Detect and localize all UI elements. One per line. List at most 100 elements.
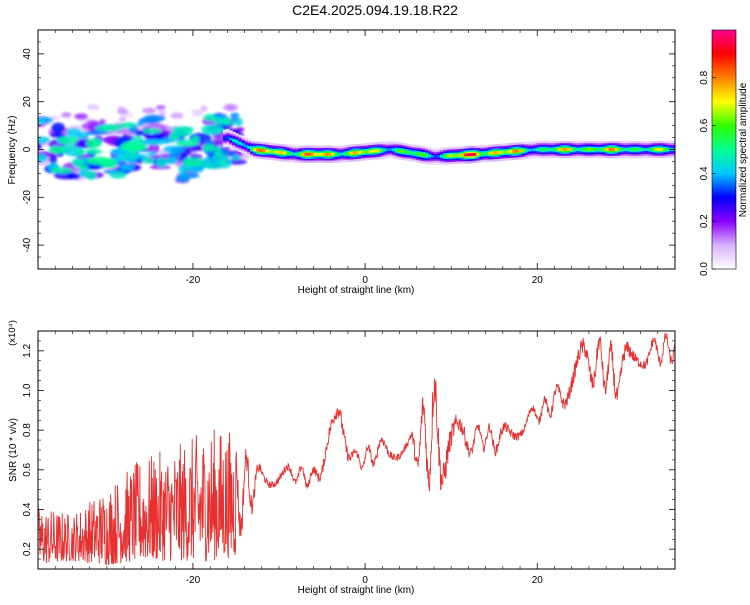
spectrogram-cell [226,136,230,140]
spectrogram-cell [292,152,296,156]
spectrogram-cell [316,152,321,156]
spectrogram-cell [203,113,217,122]
spectrogram-cell [256,148,260,152]
colorbar-gradient [711,29,737,270]
spectrogram-cell [581,148,586,151]
spectrogram-cell [71,158,84,168]
spectrogram-cell [424,153,429,157]
spectrogram-cell [238,141,242,145]
spectrogram-y-tick-label: 40 [22,48,33,60]
spectrogram-cell [497,151,501,154]
spectrogram-cell [38,142,42,150]
spectrogram-y-axis-label: Frequency (Hz) [7,116,18,185]
spectrogram-cell [548,148,553,151]
spectrogram-panel: -20 0 20 -40 -20 0 20 40 Height of straight lin… [7,29,676,296]
spectrogram-cell [38,153,48,163]
snr-y-axis-label: SNR (10 * v/v) [8,418,19,482]
spectrogram-x-axis-label: Height of straight line (km) [298,285,415,296]
spectrogram-cell [614,148,619,151]
spectrogram-cell [364,150,369,154]
spectrogram-cell [617,148,622,151]
spectrogram-cell [611,148,616,151]
snr-x-tick-label: -20 [186,575,201,586]
spectrogram-x-tick-label: 0 [362,275,368,286]
spectrogram-cell [503,150,507,154]
spectrogram-cell [38,118,45,125]
colorbar-ticks: 0.0 0.2 0.4 0.6 0.8 [699,70,716,276]
spectrogram-cell [397,149,402,153]
spectrogram-cell [143,114,166,123]
snr-series-line [38,332,675,566]
spectrogram-cell [132,143,148,151]
spectrogram-cell [590,148,595,151]
spectrogram-cell [644,148,649,151]
spectrogram-cell [337,152,342,156]
spectrogram-cell [656,148,661,151]
spectrogram-cell [162,145,185,154]
spectrogram-cell [346,152,351,155]
spectrogram-cell [262,149,266,153]
spectrogram-cell [67,173,81,180]
spectrogram-cell [50,167,74,174]
spectrogram-cell [482,152,486,156]
spectrogram-cell [232,139,236,142]
spectrogram-cell [458,153,462,157]
spectrogram-cell [506,150,510,154]
spectrogram-cell [118,117,126,122]
spectrogram-cell [253,148,257,152]
spectrogram-cell [173,126,193,137]
spectrogram-cell [268,149,272,153]
spectrogram-cell [191,135,200,143]
spectrogram-cell [382,148,387,152]
spectrogram-cell [74,113,88,119]
spectrogram-cell [340,152,345,156]
spectrogram-cell [488,151,492,155]
spectrogram-cell [427,154,432,158]
spectrogram-cell [229,137,233,141]
spectrogram-cell [319,152,324,156]
spectrogram-y-tick-label: 0 [22,146,33,152]
spectrogram-cell [304,152,309,156]
snr-y-tick-label: 0.8 [22,423,33,437]
snr-x-tick-label: 0 [362,575,368,586]
spectrogram-cell [358,150,363,154]
spectrogram-cell [295,152,299,156]
spectrogram-y-tick-label: -40 [22,237,33,252]
spectrogram-cell [542,148,547,151]
spectrogram-cell [247,145,251,149]
spectrogram-cell [343,152,348,156]
spectrogram-cell [379,148,384,152]
spectrogram-cell [479,152,483,156]
spectrogram-cell [527,148,531,152]
spectrogram-cell [518,149,522,153]
spectrogram-cell [539,148,544,151]
spectrogram-cell [400,149,405,153]
spectrogram-cell [578,148,583,151]
spectrogram-cell [430,154,435,158]
spectrogram-cell [635,148,640,151]
spectrogram-cell [560,148,565,151]
spectrogram-cell [86,104,100,111]
snr-y-multiplier: (x10⁴) [7,320,18,346]
spectrogram-x-tick-label: 20 [532,275,544,286]
spectrogram-cell [355,151,360,155]
spectrogram-cell [244,144,248,148]
chart-title: C2E4.2025.094.19.18.R22 [292,2,458,18]
spectrogram-cell [500,150,504,154]
spectrogram-cell [403,150,408,154]
snr-x-axis-label: Height of straight line (km) [298,585,415,596]
spectrogram-cell [310,152,315,156]
spectrogram-cell [452,154,456,158]
spectrogram-cell [146,139,166,146]
spectrogram-cell [136,121,145,127]
snr-axes: -20 0 20 0.2 0.4 0.6 0.8 1.0 1.2 [22,330,676,586]
spectrogram-cell [485,152,489,155]
spectrogram-cell [156,157,168,168]
spectrogram-cell [461,153,465,157]
spectrogram-cell [271,150,275,154]
spectrogram-cell [298,152,303,156]
spectrogram-cell [376,149,381,153]
spectrogram-cell [415,152,420,156]
spectrogram-cell [509,150,513,154]
spectrogram-ridge [223,129,675,166]
